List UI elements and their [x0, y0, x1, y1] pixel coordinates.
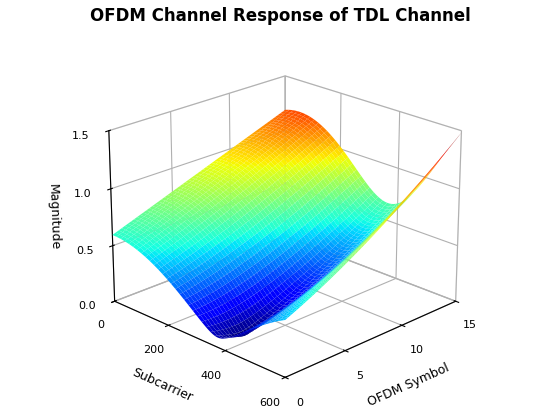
X-axis label: OFDM Symbol: OFDM Symbol — [366, 361, 451, 409]
Y-axis label: Subcarrier: Subcarrier — [130, 365, 194, 404]
Title: OFDM Channel Response of TDL Channel: OFDM Channel Response of TDL Channel — [90, 7, 470, 25]
